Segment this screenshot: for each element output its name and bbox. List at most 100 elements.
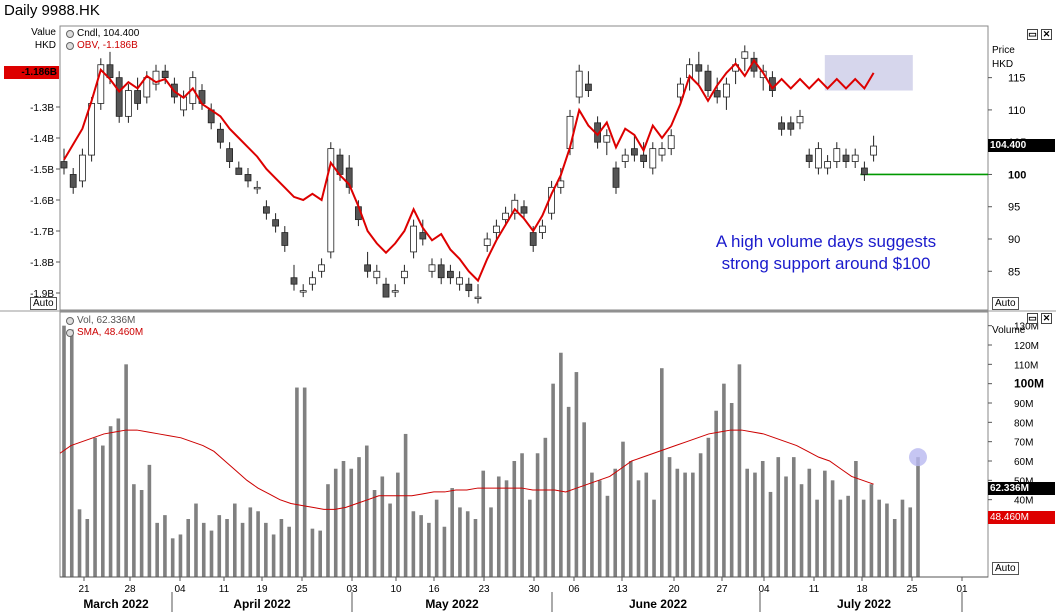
- legend-obv[interactable]: OBV, -1.186B: [66, 40, 139, 51]
- volume-bar: [318, 530, 322, 577]
- price-panel-restore-button[interactable]: ▭: [1027, 29, 1038, 40]
- volume-bar: [791, 457, 796, 577]
- volume-bar: [108, 426, 113, 577]
- volume-bar: [823, 470, 827, 577]
- month-label: July 2022: [837, 597, 891, 611]
- volume-bar: [916, 457, 920, 577]
- volume-bar: [877, 499, 881, 577]
- month-label: April 2022: [233, 597, 291, 611]
- left-auto-scale-button[interactable]: Auto: [30, 297, 57, 310]
- volume-bar: [201, 522, 206, 577]
- volume-bar: [691, 472, 695, 577]
- month-label: May 2022: [425, 597, 479, 611]
- legend-vol[interactable]: Vol, 62.336M: [66, 315, 143, 326]
- candle: [152, 70, 160, 85]
- volume-bar: [582, 422, 586, 577]
- candle: [272, 219, 280, 227]
- candle: [88, 103, 95, 156]
- volume-bar: [892, 519, 897, 577]
- candle: [345, 167, 353, 188]
- volume-auto-scale-button[interactable]: Auto: [992, 562, 1019, 575]
- day-tick-label: 25: [296, 584, 308, 595]
- volume-bar: [403, 433, 408, 577]
- candle: [640, 154, 647, 162]
- candle: [511, 199, 519, 214]
- volume-bar: [597, 480, 602, 577]
- volume-bar: [714, 410, 718, 577]
- volume-bar: [388, 503, 392, 577]
- candle: [833, 148, 841, 162]
- day-tick-label: 04: [174, 584, 186, 595]
- volume-bar: [908, 507, 913, 577]
- volume-bar: [458, 507, 462, 577]
- price-tick-label: 95: [1008, 202, 1020, 214]
- day-tick-label: 20: [668, 584, 680, 595]
- volume-tick-label: 60M: [1014, 457, 1033, 468]
- candle: [529, 232, 537, 246]
- candle: [861, 167, 868, 175]
- price-panel-close-button[interactable]: ✕: [1041, 29, 1052, 40]
- candle: [851, 154, 859, 162]
- volume-bar: [124, 364, 128, 577]
- candle: [391, 290, 399, 293]
- volume-bar: [698, 453, 703, 577]
- volume-bar: [737, 364, 742, 577]
- candle: [115, 77, 123, 117]
- candle: [446, 270, 454, 279]
- legend-cndl-label: Cndl, 104.400: [77, 28, 140, 39]
- sma-line: [59, 429, 874, 510]
- volume-bar: [132, 484, 136, 577]
- right-axis-name: Price: [992, 45, 1015, 56]
- volume-bar: [512, 461, 517, 577]
- volume-bar: [489, 507, 493, 577]
- volume-bar: [760, 461, 765, 577]
- legend-cndl[interactable]: Cndl, 104.400: [66, 28, 139, 39]
- legend-sma[interactable]: SMA, 48.460M: [66, 327, 143, 338]
- volume-bar: [900, 499, 905, 577]
- candle: [741, 51, 749, 59]
- day-tick-label: 16: [428, 584, 440, 595]
- candle: [373, 270, 381, 279]
- volume-legend: Vol, 62.336M SMA, 48.460M: [66, 315, 143, 338]
- volume-bar: [566, 406, 571, 577]
- candle: [419, 232, 427, 240]
- left-axis-caption: Value HKD: [8, 26, 56, 52]
- candle: [79, 154, 86, 182]
- candle: [621, 154, 629, 162]
- candle: [253, 186, 261, 190]
- volume-bar: [326, 484, 330, 577]
- volume-bar: [186, 519, 191, 577]
- candle: [465, 283, 473, 292]
- candle: [290, 277, 298, 285]
- volume-bar: [729, 403, 734, 577]
- volume-bar: [830, 480, 835, 577]
- volume-tick-label: 90M: [1014, 399, 1033, 410]
- volume-panel-close-button[interactable]: ✕: [1041, 313, 1052, 324]
- volume-bar: [636, 480, 641, 577]
- price-tick-label: 115: [1008, 73, 1026, 85]
- candle: [106, 64, 114, 79]
- volume-bar: [613, 468, 618, 577]
- candle: [575, 70, 583, 98]
- volume-bar: [295, 387, 299, 577]
- volume-bar: [333, 468, 338, 577]
- legend-obv-label: OBV, -1.186B: [77, 40, 138, 51]
- right-axis-unit: HKD: [992, 59, 1014, 70]
- volume-panel-restore-button[interactable]: ▭: [1027, 313, 1038, 324]
- volume-bar: [264, 522, 268, 577]
- volume-bar: [271, 534, 276, 577]
- volume-bar: [854, 461, 858, 577]
- volume-bar: [248, 507, 253, 577]
- day-tick-label: 27: [716, 584, 728, 595]
- sma-value-marker: 48.460M: [988, 511, 1055, 524]
- candle: [502, 212, 510, 221]
- volume-bar: [605, 495, 610, 577]
- volume-bar: [396, 472, 400, 577]
- volume-bar: [776, 457, 781, 577]
- volume-bar: [722, 383, 726, 577]
- right-auto-scale-button[interactable]: Auto: [992, 297, 1019, 310]
- volume-bar: [279, 519, 284, 577]
- volume-bar: [217, 515, 222, 577]
- volume-bar: [706, 437, 711, 577]
- volume-bar: [427, 522, 431, 577]
